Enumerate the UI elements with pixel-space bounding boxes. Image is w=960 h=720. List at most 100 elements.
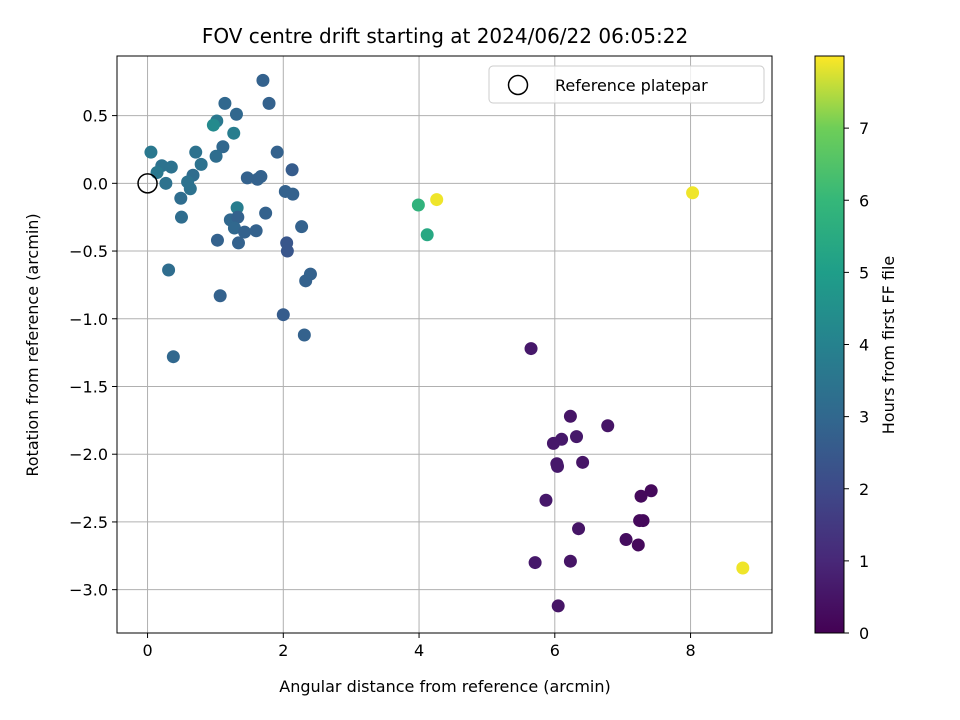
data-point (539, 493, 553, 507)
data-point (227, 126, 241, 140)
y-tick-label: −1.0 (69, 310, 108, 329)
data-point (524, 342, 538, 356)
x-tick-label: 2 (278, 641, 288, 660)
colorbar-label: Hours from first FF file (879, 256, 898, 435)
x-axis-label: Angular distance from reference (arcmin) (279, 677, 610, 696)
y-tick-label: −0.5 (69, 242, 108, 261)
data-point (570, 430, 584, 444)
data-point (209, 149, 223, 163)
colorbar-tick-label: 4 (859, 336, 869, 355)
colorbar: 0 1 2 3 4 5 6 7 Hours from first FF file (814, 55, 898, 643)
data-point (551, 459, 565, 473)
data-point (576, 455, 590, 469)
colorbar-tick-label: 6 (859, 191, 869, 210)
y-tick-label: −2.0 (69, 445, 108, 464)
x-tick-label: 4 (414, 641, 424, 660)
data-point (162, 263, 176, 277)
data-point (563, 409, 577, 423)
data-point (619, 533, 633, 547)
data-point (736, 561, 750, 575)
data-point (259, 206, 273, 220)
data-point (174, 191, 188, 205)
data-point (189, 145, 203, 159)
legend-label: Reference platepar (555, 76, 708, 95)
data-point (183, 182, 197, 196)
data-point (686, 186, 700, 200)
data-point (285, 163, 299, 177)
x-axis-ticks: 0 2 4 6 8 (142, 633, 696, 660)
legend: Reference platepar (488, 65, 765, 104)
data-point (280, 244, 294, 258)
data-point (210, 233, 224, 247)
data-points (144, 73, 750, 613)
y-axis-ticks: 0.5 0.0 −0.5 −1.0 −1.5 −2.0 −2.5 −3.0 (69, 107, 117, 600)
data-point (420, 228, 434, 242)
data-point (631, 538, 645, 552)
data-point (227, 221, 241, 235)
data-point (276, 308, 290, 322)
data-point (206, 118, 220, 132)
y-tick-label: −2.5 (69, 513, 108, 532)
data-point (633, 514, 647, 528)
data-point (546, 436, 560, 450)
x-tick-label: 0 (142, 641, 152, 660)
y-tick-label: 0.0 (83, 174, 108, 193)
data-point (411, 198, 425, 212)
data-point (144, 145, 158, 159)
y-tick-label: −1.5 (69, 377, 108, 396)
data-point (229, 107, 243, 121)
data-point (563, 554, 577, 568)
data-point (213, 289, 227, 303)
data-point (251, 172, 265, 186)
data-point (634, 489, 648, 503)
data-point (238, 225, 252, 239)
data-point (216, 140, 230, 154)
data-point (572, 522, 586, 536)
y-axis-label: Rotation from reference (arcmin) (23, 213, 42, 476)
data-point (230, 201, 244, 215)
y-tick-label: 0.5 (83, 107, 108, 126)
data-point (286, 187, 300, 201)
data-point (231, 210, 245, 224)
colorbar-tick-label: 1 (859, 552, 869, 571)
data-point (299, 274, 313, 288)
data-point (159, 176, 173, 190)
data-point (218, 96, 232, 110)
data-point (262, 96, 276, 110)
grid-lines (117, 56, 772, 633)
data-point (601, 419, 615, 433)
chart-title: FOV centre drift starting at 2024/06/22 … (202, 24, 688, 48)
colorbar-ticks: 0 1 2 3 4 5 6 7 (844, 119, 869, 643)
colorbar-gradient (814, 55, 845, 634)
data-point (644, 484, 658, 498)
data-point (150, 165, 164, 179)
x-tick-label: 6 (550, 641, 560, 660)
data-point (174, 210, 188, 224)
legend-marker (507, 74, 529, 96)
x-tick-label: 8 (685, 641, 695, 660)
data-point (166, 350, 180, 364)
data-point (249, 224, 263, 238)
legend-box (488, 65, 765, 104)
reference-platepar-marker (137, 173, 158, 194)
data-point (297, 328, 311, 342)
colorbar-tick-label: 5 (859, 263, 869, 282)
colorbar-tick-label: 2 (859, 480, 869, 499)
data-point (194, 157, 208, 171)
data-point (231, 236, 245, 250)
colorbar-tick-label: 0 (859, 624, 869, 643)
y-tick-label: −3.0 (69, 581, 108, 600)
data-point (551, 599, 565, 613)
plot-area (116, 55, 773, 634)
data-point (164, 160, 178, 174)
data-point (256, 73, 270, 87)
data-point (430, 193, 444, 207)
data-point (240, 171, 254, 185)
colorbar-tick-label: 3 (859, 408, 869, 427)
data-point (270, 145, 284, 159)
colorbar-tick-label: 7 (859, 119, 869, 138)
data-point (295, 220, 309, 234)
data-point (528, 556, 542, 570)
plot-frame (116, 55, 773, 634)
